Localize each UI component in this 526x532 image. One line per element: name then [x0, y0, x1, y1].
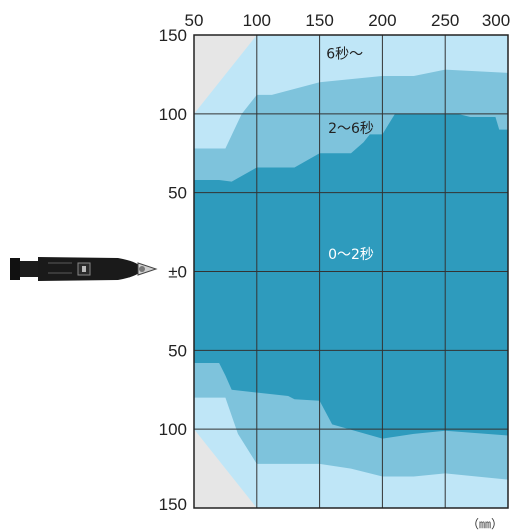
y-tick-label: ±0 [168, 263, 187, 282]
y-tick-labels: 150 100 50 ±0 50 150 100 [159, 26, 187, 514]
x-tick-label: 50 [185, 11, 204, 30]
y-tick-label: 100 [159, 420, 187, 439]
y-tick-label: 50 [168, 184, 187, 203]
y-tick-label: 100 [159, 105, 187, 124]
unit-label: （㎜） [467, 517, 503, 531]
zone-label: 6秒〜 [326, 47, 363, 63]
x-tick-label: 150 [305, 11, 333, 30]
x-tick-label: 200 [368, 11, 396, 30]
zone-labels: 6秒〜 2〜6秒 0〜2秒 [326, 47, 374, 263]
zone-label: 2〜6秒 [328, 121, 374, 137]
y-tick-label: 150 [159, 26, 187, 45]
y-tick-label: 50 [168, 341, 187, 360]
x-tick-labels: 50 100 150 200 250 300 [185, 11, 511, 30]
x-tick-label: 300 [482, 11, 510, 30]
x-tick-label: 100 [243, 11, 271, 30]
coverage-region-3 [194, 113, 508, 439]
grid-lines [193, 34, 509, 509]
plot-frame [193, 34, 509, 509]
x-tick-label: 250 [431, 11, 459, 30]
sensor-device-icon [10, 257, 158, 281]
y-tick-label: 150 [159, 495, 187, 514]
zone-label: 0〜2秒 [328, 247, 374, 263]
